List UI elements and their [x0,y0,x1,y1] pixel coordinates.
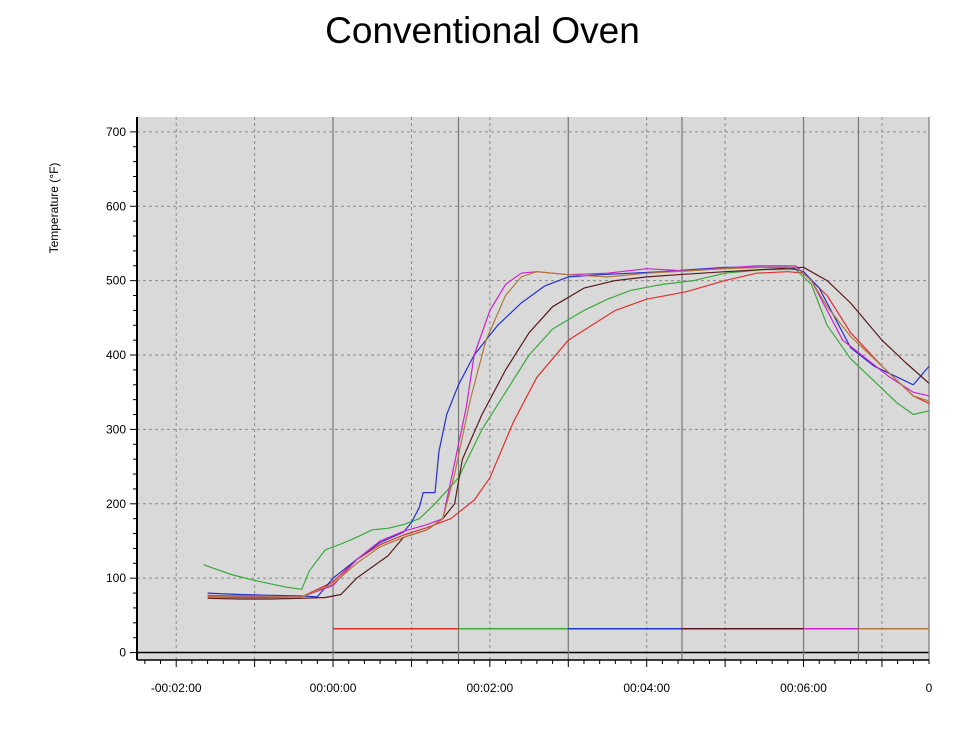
chart-title: Conventional Oven [325,10,640,51]
x-tick-label: -00:02:00 [151,681,202,695]
series-line-5 [207,266,930,600]
x-tick-label: 00:00:00 [310,681,357,695]
y-tick-label: 100 [106,571,126,585]
y-tick-label: 200 [106,497,126,511]
series-layer [203,265,930,600]
y-tick-label: 600 [106,199,126,213]
x-tick-label: 00:06:00 [780,681,827,695]
series-line-4 [207,265,930,598]
axis-layer: 0 100 200 300 400 500 600 700 -00:02:00 00:00:00 0… [106,117,933,695]
x-tick-label: 00:04:00 [623,681,670,695]
y-axis-title: Temperature (°F) [47,163,61,254]
series-line-6 [207,266,930,598]
x-tick-label: 00:02:00 [467,681,514,695]
series-line-3 [207,266,930,598]
y-tick-label: 300 [106,422,126,436]
plot-area [137,117,929,660]
y-tick-label: 500 [106,274,126,288]
x-tick-label: 0 [926,681,933,695]
plot-background [137,117,929,660]
series-line-2 [203,268,930,590]
y-tick-label: 0 [119,646,126,660]
y-tick-label: 700 [106,125,126,139]
y-tick-label: 400 [106,348,126,362]
event-marker-layer [332,117,930,660]
